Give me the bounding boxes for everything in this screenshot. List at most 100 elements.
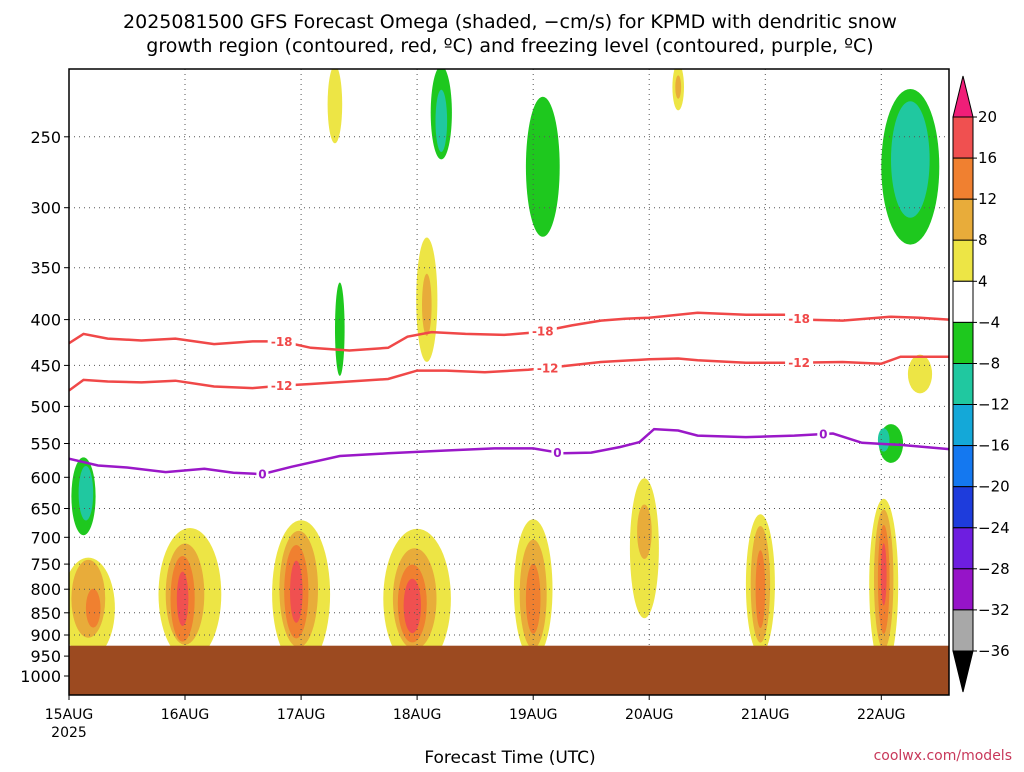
colorbar-label: 16 (978, 149, 997, 167)
y-tick-label: 850 (30, 604, 61, 623)
x-tick-label: 22AUG (857, 707, 906, 723)
contour-line (69, 427, 949, 476)
omega-shaded-region (891, 101, 930, 218)
colorbar-segment (952, 321, 974, 364)
colorbar-segment (952, 280, 974, 323)
contour-label-background (267, 334, 296, 349)
omega-shaded-region (525, 563, 541, 634)
y-tick-label: 1000 (20, 667, 61, 686)
omega-shaded-region (880, 543, 887, 606)
contour-label-background (267, 378, 296, 393)
x-tick-label: 19AUG (509, 707, 558, 723)
y-axis-ticks: 250 300 350 400 450 500 550 600 650 700 750 800 850 9… (20, 128, 69, 686)
colorbar-segment (952, 404, 974, 447)
x-axis-ticks: 15AUG 2025 16AUG 17AUG 18AUG 19AUG 20AUG 21AUG 2… (45, 695, 906, 741)
y-tick-label: 350 (30, 259, 61, 278)
contour-line (69, 355, 949, 392)
y-tick-label: 700 (30, 528, 61, 547)
contour-label: -18 (788, 312, 810, 326)
colorbar-label: 4 (978, 272, 988, 290)
colorbar-label: −4 (978, 313, 1000, 331)
colorbar-segment (952, 363, 974, 406)
contour-label: 0 (819, 428, 827, 442)
omega-shaded-region (435, 89, 448, 152)
contour-label-background (256, 467, 269, 482)
y-tick-label: 600 (30, 468, 61, 487)
contour-label: 0 (258, 468, 266, 482)
y-tick-label: 800 (30, 580, 61, 599)
colorbar-segment (952, 527, 974, 570)
colorbar-segment (952, 239, 974, 282)
colorbar-segment (952, 568, 974, 611)
colorbar-label: 8 (978, 231, 988, 249)
contour-label-background (551, 445, 564, 460)
contour-label: -12 (788, 356, 810, 370)
omega-shaded-region (907, 354, 933, 394)
omega-shaded-region (335, 282, 345, 376)
omega-shaded-region (176, 571, 189, 626)
x-tick-label: 17AUG (277, 707, 326, 723)
contour-label-background (817, 427, 830, 441)
omega-shading (69, 69, 940, 670)
colorbar-label: −24 (978, 519, 1010, 537)
contour-label: -12 (271, 379, 293, 393)
y-tick-label: 300 (30, 199, 61, 218)
colorbar-label: −32 (978, 601, 1010, 619)
contour-label: -12 (537, 361, 559, 375)
y-tick-label: 500 (30, 397, 61, 416)
colorbar-label: −12 (978, 396, 1010, 414)
x-tick-label: 21AUG (741, 707, 790, 723)
omega-shaded-region (877, 428, 890, 452)
omega-shaded-region (755, 550, 766, 629)
contour-label: 0 (553, 446, 561, 460)
contour-label: -18 (532, 325, 554, 339)
omega-shaded-region (525, 96, 560, 237)
y-tick-label: 950 (30, 647, 61, 666)
y-tick-label: 900 (30, 626, 61, 645)
colorbar-label: 20 (978, 108, 997, 126)
colorbar-label: −16 (978, 437, 1010, 455)
contour-label-background (785, 355, 814, 370)
y-tick-label: 400 (30, 311, 61, 330)
x-tick-label: 18AUG (393, 707, 442, 723)
x-tick-label: 15AUG (45, 707, 94, 723)
colorbar-label: −8 (978, 355, 1000, 373)
colorbar-label: −20 (978, 478, 1010, 496)
colorbar-label: −36 (978, 642, 1010, 660)
contour-labels: -18 -18 -18 -12 -12 -12 0 0 0 (256, 311, 830, 482)
colorbar-label: 12 (978, 190, 997, 208)
x-axis-label: Forecast Time (UTC) (424, 748, 595, 768)
y-tick-label: 250 (30, 128, 61, 147)
colorbar-segment (952, 157, 974, 200)
colorbar-segment (952, 116, 974, 159)
colorbar-segment (952, 445, 974, 488)
colorbar-segment (952, 609, 974, 652)
omega-shaded-region (422, 273, 432, 336)
colorbar-segment (952, 486, 974, 529)
omega-shaded-region (85, 588, 101, 628)
y-tick-label: 750 (30, 555, 61, 574)
colorbar-label: −28 (978, 560, 1010, 578)
y-tick-label: 550 (30, 435, 61, 454)
contour-label-background (533, 360, 562, 375)
contour-label-background (785, 311, 814, 326)
omega-shaded-region (327, 69, 343, 144)
x-tick-label: 20AUG (625, 707, 674, 723)
chart-title-line-2: growth region (contoured, red, ºC) and f… (146, 35, 873, 57)
y-tick-label: 650 (30, 500, 61, 519)
omega-shaded-region (78, 466, 94, 521)
omega-shaded-region (290, 560, 303, 623)
chart-title-line-1: 2025081500 GFS Forecast Omega (shaded, −… (123, 11, 897, 33)
colorbar-segment (952, 198, 974, 241)
contour-label: -18 (271, 335, 293, 349)
omega-shaded-region (637, 504, 652, 559)
omega-shaded-region (403, 578, 421, 634)
source-credit: coolwx.com/models (874, 748, 1012, 764)
omega-shaded-region (675, 75, 682, 99)
below-ground-area (69, 645, 949, 695)
colorbar-bottom-arrow (952, 650, 974, 693)
y-tick-label: 450 (30, 356, 61, 375)
omega-colorbar: 20 16 12 8 4 −4 −8 −12 −16 −20 −24 −28 −32 −36 (952, 75, 1010, 693)
plot-frame (68, 68, 950, 696)
